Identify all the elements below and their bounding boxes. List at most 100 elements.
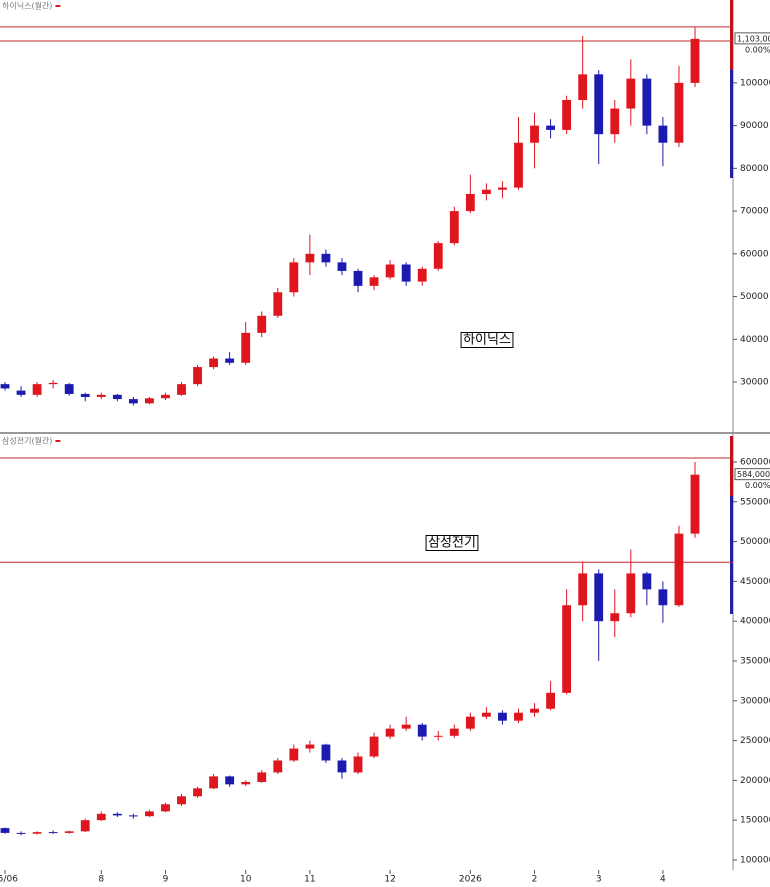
change-label: 0.00% [745,481,770,490]
candle-body [674,82,684,143]
x-tick-label: 3 [596,875,602,885]
y-tick-label: 500000 [740,537,770,547]
candle-body [546,125,555,130]
y-tick-label: 600000 [740,457,770,467]
candle-body [273,292,283,316]
candle-body [128,399,138,404]
candle-body [128,815,138,817]
y-tick-label: 90000 [740,121,769,131]
candle-body [594,74,604,135]
candle-body [0,828,10,833]
candle-body [241,781,251,785]
candle-body [626,573,636,614]
candle-body [305,744,315,749]
candle-body [465,716,475,729]
candle-body [225,776,235,785]
candle-body [433,243,443,269]
x-tick-label: 2 [532,875,538,885]
candle-body [353,270,363,286]
candle-body [401,724,411,729]
candle-body [289,748,299,761]
candle-body [80,393,90,397]
candle-body [64,831,74,833]
candle-body [209,358,219,368]
candle-body [562,99,572,130]
candle-body [209,776,219,789]
candle-body [112,394,122,400]
y-tick-label: 40000 [740,335,769,345]
legend-marker [55,440,61,442]
candle-body [0,384,10,389]
candle-body [594,573,604,622]
candle-body [546,692,555,709]
y-tick-label: 80000 [740,164,769,174]
candle-body [578,573,588,606]
candle-body [369,277,379,286]
candle-body [369,736,379,757]
candle-body [337,760,347,773]
legend-marker [55,5,61,7]
candle-body [498,712,507,721]
candle-body [48,382,58,385]
candle-body [530,125,539,143]
candle-body [112,813,122,816]
axis-strip [730,496,733,614]
candle-body [610,613,620,622]
candle-body [145,811,154,817]
candle-body [177,796,186,805]
x-tick-label: 4 [660,875,666,885]
x-tick-label: 25/06 [0,875,18,885]
y-tick-label: 200000 [740,776,770,786]
change-label: 0.00% [745,45,770,54]
candle-body [161,804,170,812]
candle-body [642,78,652,126]
candle-body [658,125,668,143]
annotation: 삼성전기 [428,536,476,551]
candle-body [257,315,267,333]
candle-body [610,108,620,135]
axis-strip [730,436,733,496]
candle-body [16,832,26,834]
candle-body [337,262,347,271]
annotation-box [460,332,514,348]
candle-body [417,724,427,737]
candle-body [514,142,523,188]
candle-body [401,264,411,282]
candle-body [177,384,186,395]
candle-body [417,268,427,282]
y-tick-label: 60000 [740,249,769,259]
x-tick-label: 11 [304,875,315,885]
candle-body [530,708,539,713]
y-tick-label: 550000 [740,497,770,507]
legend-text: 하이닉스(월간) [2,1,52,11]
x-tick-label: 10 [240,875,252,885]
candle-body [514,712,523,721]
annotation: 하이닉스 [463,333,511,348]
candle-body [321,253,331,263]
candle-body [161,394,170,399]
y-tick-label: 350000 [740,656,770,666]
candle-body [32,832,42,834]
candle-body [658,589,668,606]
candle-body [690,474,700,534]
candle-body [578,74,588,100]
y-tick-label: 70000 [740,207,769,217]
price-label-box [734,468,770,481]
x-tick-label: 2026 [459,875,482,885]
candle-body [16,390,26,395]
candle-body [385,728,395,737]
candle-body [321,744,331,761]
y-tick-label: 300000 [740,696,770,706]
candle-body [64,384,74,394]
y-tick-label: 50000 [740,292,769,302]
axis-strip [730,0,733,70]
x-tick-label: 8 [98,875,104,885]
candle-body [225,358,235,363]
candle-body [80,820,90,832]
candle-body [96,394,106,397]
candle-body [145,398,154,404]
y-tick-label: 150000 [740,816,770,826]
candle-body [193,788,202,797]
